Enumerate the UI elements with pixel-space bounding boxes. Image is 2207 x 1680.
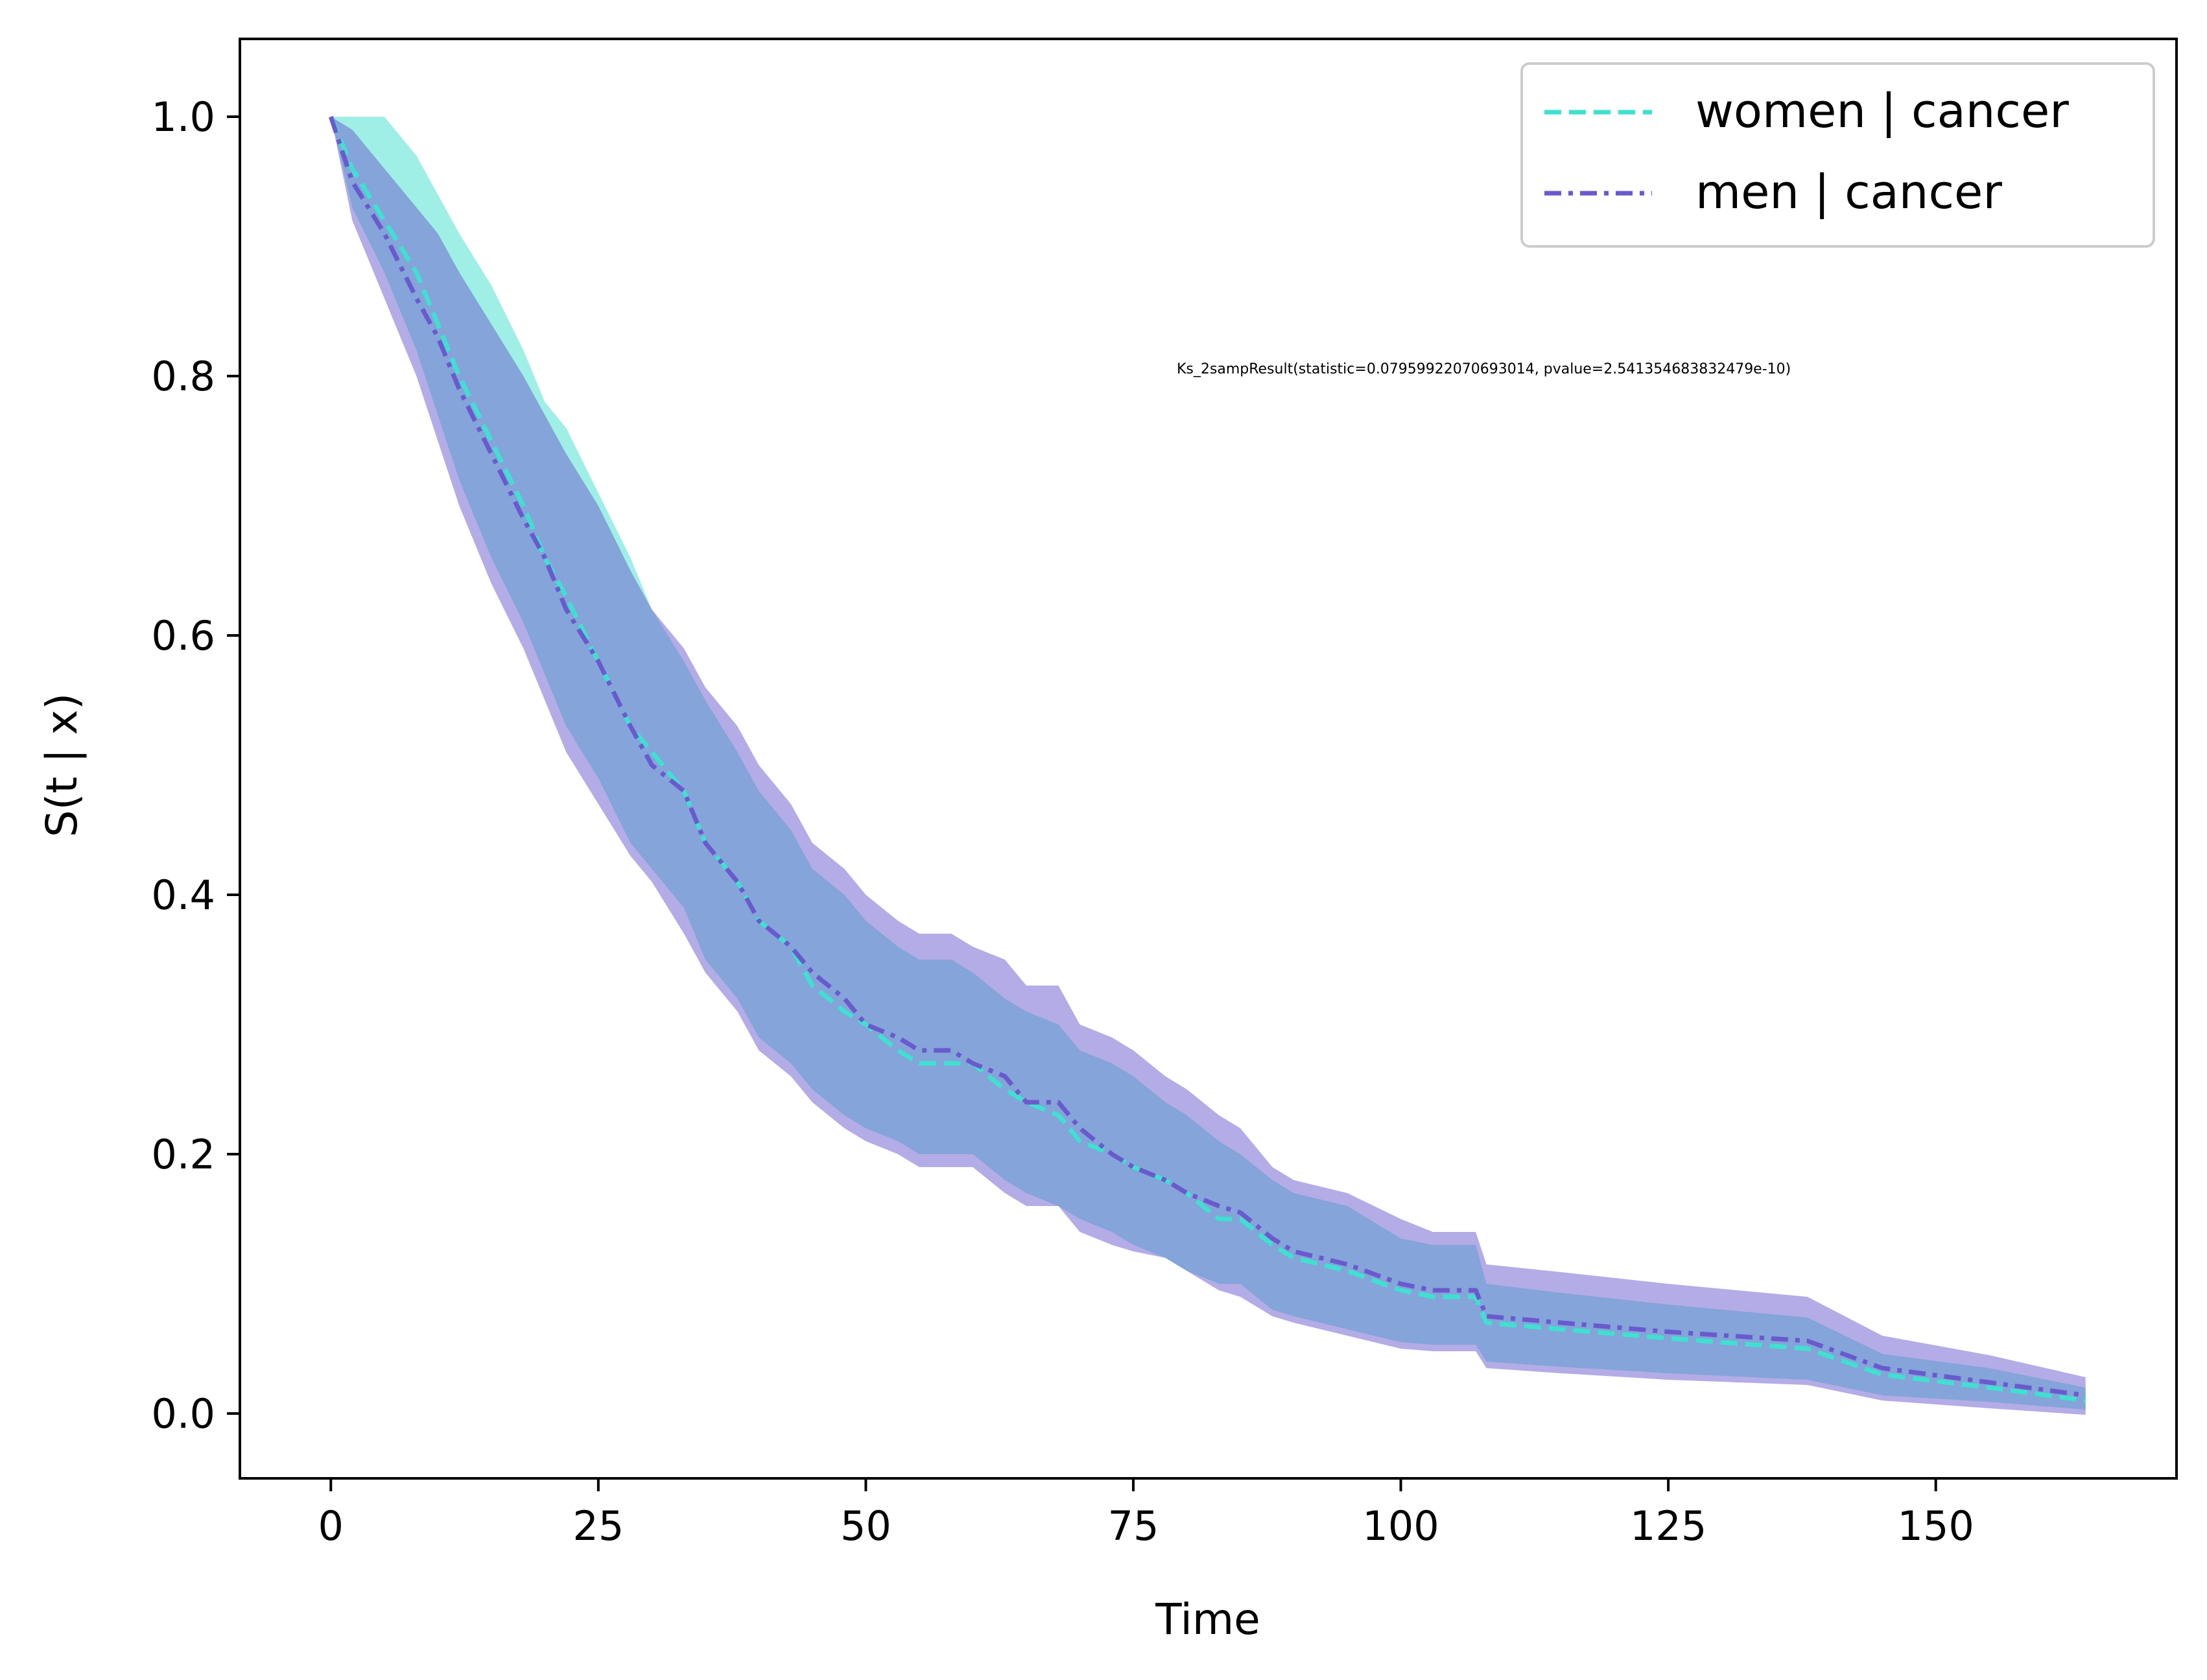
x-tick-label: 100 (1362, 1502, 1439, 1550)
x-tick-label: 125 (1630, 1502, 1706, 1550)
y-tick-label: 0.2 (151, 1131, 215, 1178)
y-tick-label: 0.6 (151, 612, 215, 659)
x-axis-ticks: 0 25 50 75 100 125 150 (318, 1478, 1974, 1550)
x-tick-label: 0 (318, 1502, 344, 1550)
y-axis-ticks: 0.0 0.2 0.4 0.6 0.8 1.0 (151, 93, 240, 1437)
x-tick-label: 75 (1108, 1502, 1159, 1550)
x-tick-label: 50 (840, 1502, 891, 1550)
y-tick-label: 0.0 (151, 1390, 215, 1437)
plot-frame (239, 38, 2178, 1480)
x-tick-label: 25 (572, 1502, 624, 1550)
y-tick-label: 1.0 (151, 93, 215, 141)
y-axis-label: S(t | x) (37, 693, 87, 838)
confidence-band-men-cancer (331, 117, 2086, 1415)
survival-lines (328, 115, 2086, 1403)
y-tick-label: 0.8 (151, 353, 215, 400)
legend-label-men-cancer: men | cancer (1695, 165, 2002, 220)
x-tick-label: 150 (1898, 1502, 1974, 1550)
legend-box (1520, 62, 2155, 248)
y-tick-label: 0.4 (151, 871, 215, 919)
survival-line-men-cancer (328, 115, 2086, 1398)
ks-test-annotation: Ks_2sampResult(statistic=0.0795992207069… (1177, 361, 1791, 377)
x-axis-label: Time (1155, 1594, 1260, 1644)
legend: women | cancer men | cancer (1520, 62, 2155, 248)
confidence-bands (331, 117, 2086, 1415)
legend-label-women-cancer: women | cancer (1695, 84, 2069, 139)
